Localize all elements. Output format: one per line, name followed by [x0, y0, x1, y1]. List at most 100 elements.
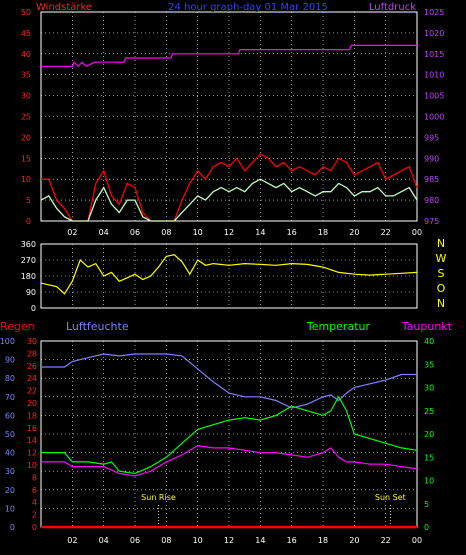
wind-average-series — [40, 178, 418, 222]
rain-y-tick-label: 30 — [27, 337, 37, 346]
sun-annotation: Sun Set — [375, 493, 406, 502]
wind-y-tick-label: 0 — [26, 217, 31, 226]
direction-y-tick-label: 90 — [26, 288, 36, 297]
direction-y-tick-label: 180 — [21, 272, 36, 281]
temperature-y-tick-label: 35 — [424, 360, 434, 369]
climate-x-tick-label: 06 — [130, 536, 140, 545]
humidity-y-tick-label: 80 — [5, 374, 15, 383]
wind-x-tick-label: 00 — [412, 228, 422, 237]
compass-label: S — [438, 267, 445, 280]
rain-y-tick-label: 14 — [27, 436, 37, 445]
rain-y-tick-label: 6 — [32, 486, 37, 495]
rain-y-tick-label: 28 — [27, 349, 37, 358]
rain-y-tick-label: 22 — [27, 387, 37, 396]
climate-x-tick-label: 14 — [255, 536, 265, 545]
rain-y-tick-label: 16 — [27, 424, 37, 433]
climate-x-tick-label: 10 — [193, 536, 203, 545]
pressure-y-tick-label: 1015 — [424, 50, 444, 59]
compass-label: W — [436, 252, 447, 265]
humidity-y-tick-label: 0 — [10, 523, 15, 532]
climate-x-tick-label: 02 — [67, 536, 77, 545]
wind-y-tick-label: 25 — [21, 113, 31, 122]
humidity-series — [41, 353, 417, 409]
wind-y-tick-label: 50 — [21, 8, 31, 17]
humidity-y-tick-label: 90 — [5, 356, 15, 365]
direction-y-tick-label: 0 — [31, 304, 36, 313]
rain-y-tick-label: 24 — [27, 374, 37, 383]
rain-y-tick-label: 20 — [27, 399, 37, 408]
wind-x-tick-label: 04 — [99, 228, 109, 237]
climate-x-tick-label: 04 — [99, 536, 109, 545]
climate-x-tick-label: 16 — [287, 536, 297, 545]
wind-y-tick-label: 35 — [21, 71, 31, 80]
rain-y-tick-label: 18 — [27, 411, 37, 420]
temperature-y-tick-label: 40 — [424, 337, 434, 346]
wind-x-tick-label: 14 — [255, 228, 265, 237]
temperature-axis-title: Temperatur — [306, 320, 371, 333]
rain-y-tick-label: 10 — [27, 461, 37, 470]
temperature-y-tick-label: 15 — [424, 453, 434, 462]
pressure-y-tick-label: 995 — [424, 133, 439, 142]
pressure-axis-title: Luftdruck — [369, 2, 416, 13]
humidity-y-tick-label: 40 — [5, 449, 15, 458]
wind-gust-series — [41, 153, 418, 222]
pressure-y-tick-label: 980 — [424, 196, 439, 205]
pressure-y-tick-label: 1020 — [424, 29, 444, 38]
dewpoint-axis-title: Taupunkt — [401, 320, 453, 333]
wind-x-tick-label: 22 — [381, 228, 391, 237]
wind-direction-series — [40, 254, 418, 295]
climate-x-tick-label: 00 — [412, 536, 422, 545]
pressure-y-tick-label: 1025 — [424, 8, 444, 17]
rain-y-tick-label: 4 — [32, 498, 37, 507]
rain-axis-title: Regen — [0, 320, 35, 333]
wind-x-tick-label: 10 — [193, 228, 203, 237]
wind-x-tick-label: 20 — [349, 228, 359, 237]
wind-x-tick-label: 06 — [130, 228, 140, 237]
humidity-y-tick-label: 60 — [5, 411, 15, 420]
rain-y-tick-label: 2 — [32, 511, 37, 520]
sun-annotation: Sun Rise — [141, 493, 176, 502]
compass-label: O — [437, 282, 446, 295]
wind-x-tick-label: 16 — [287, 228, 297, 237]
pressure-y-tick-label: 1005 — [424, 92, 444, 101]
temperature-y-tick-label: 30 — [424, 384, 434, 393]
wind-x-tick-label: 12 — [224, 228, 234, 237]
rain-y-tick-label: 26 — [27, 362, 37, 371]
climate-x-tick-label: 12 — [224, 536, 234, 545]
climate-x-tick-label: 18 — [318, 536, 328, 545]
wind-y-tick-label: 40 — [21, 50, 31, 59]
temperature-y-tick-label: 0 — [424, 523, 429, 532]
rain-y-tick-label: 12 — [27, 449, 37, 458]
wind-x-tick-label: 08 — [161, 228, 171, 237]
climate-x-tick-label: 20 — [349, 536, 359, 545]
humidity-y-tick-label: 70 — [5, 393, 15, 402]
dewpoint-series — [41, 444, 418, 477]
chart-title: 24 hour graph-day 01 Mar 2015 — [168, 2, 328, 13]
rain-y-tick-label: 0 — [32, 523, 37, 532]
humidity-y-tick-label: 100 — [0, 337, 15, 346]
pressure-y-tick-label: 1000 — [424, 113, 444, 122]
humidity-y-tick-label: 20 — [5, 486, 15, 495]
pressure-y-tick-label: 985 — [424, 175, 439, 184]
wind-axis-title: Windstärke — [36, 2, 92, 13]
pressure-y-tick-label: 975 — [424, 217, 439, 226]
temperature-y-tick-label: 10 — [424, 477, 434, 486]
temperature-series — [41, 395, 418, 475]
humidity-y-tick-label: 30 — [5, 467, 15, 476]
temperature-y-tick-label: 25 — [424, 407, 434, 416]
wind-x-tick-label: 18 — [318, 228, 328, 237]
wind-y-tick-label: 20 — [21, 133, 31, 142]
climate-x-tick-label: 08 — [161, 536, 171, 545]
wind-y-tick-label: 30 — [21, 92, 31, 101]
compass-label: N — [437, 237, 445, 250]
wind-x-tick-label: 02 — [67, 228, 77, 237]
direction-y-tick-label: 360 — [21, 240, 36, 249]
wind-y-tick-label: 45 — [21, 29, 31, 38]
pressure-series — [41, 44, 417, 68]
humidity-y-tick-label: 10 — [5, 504, 15, 513]
pressure-y-tick-label: 1010 — [424, 71, 444, 80]
climate-x-tick-label: 22 — [381, 536, 391, 545]
wind-y-tick-label: 5 — [26, 196, 31, 205]
rain-y-tick-label: 8 — [32, 473, 37, 482]
